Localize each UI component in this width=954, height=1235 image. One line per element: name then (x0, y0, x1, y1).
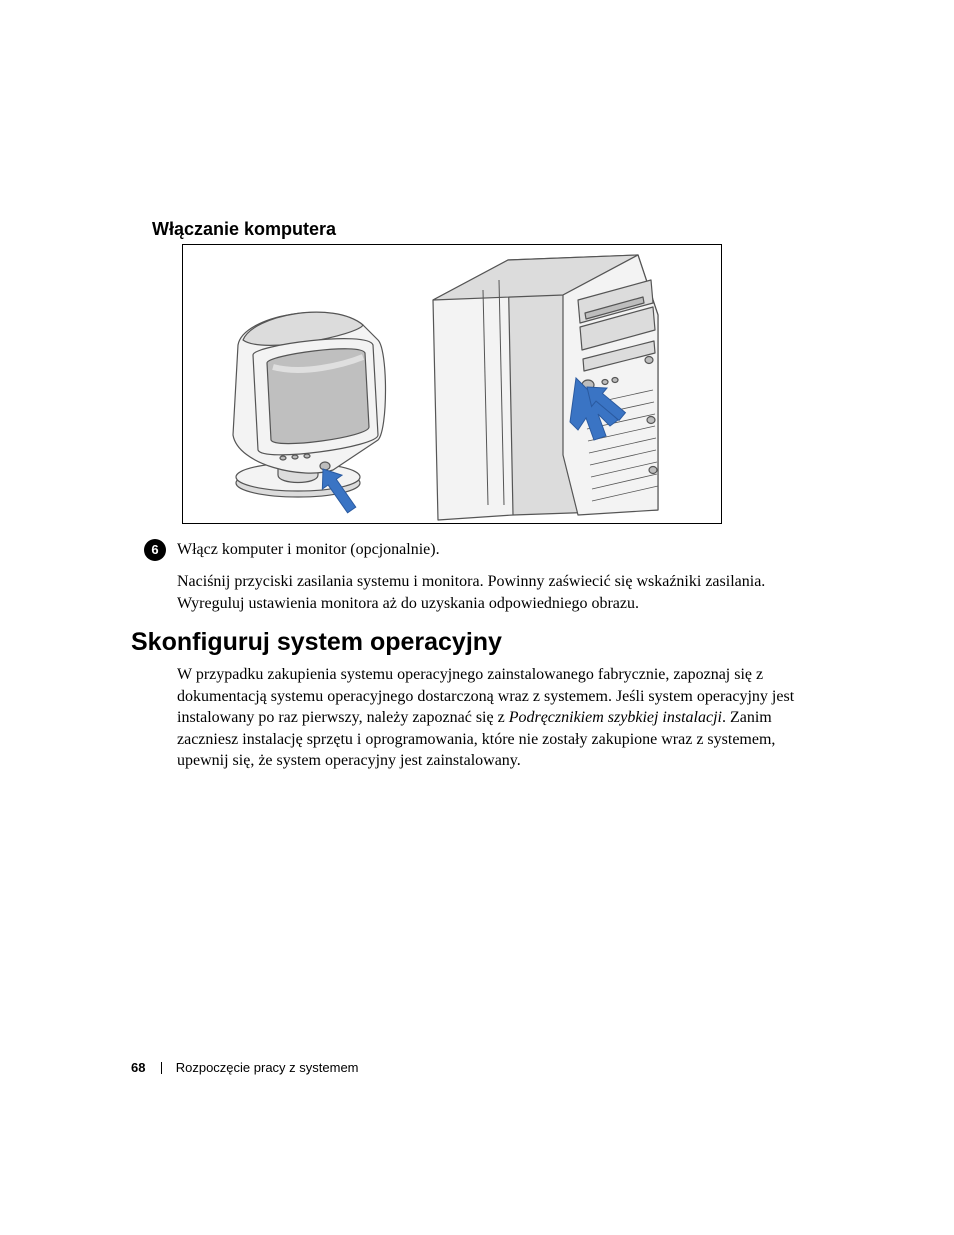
step-6-body: Naciśnij przyciski zasilania systemu i m… (177, 571, 807, 614)
page-footer: 68 Rozpoczęcie pracy z systemem (131, 1060, 359, 1075)
monitor-power-button (320, 462, 330, 470)
page-number: 68 (131, 1060, 145, 1075)
computer-tower (433, 255, 658, 520)
os-para-emphasis: Podręcznikiem szybkiej instalacji (509, 709, 722, 726)
subheading-turn-on-computer: Włączanie komputera (152, 219, 336, 240)
step-6-instruction: Włącz komputer i monitor (opcjonalnie). (177, 541, 440, 559)
figure-power-on-illustration (182, 244, 722, 524)
heading-configure-os: Skonfiguruj system operacyjny (131, 628, 502, 657)
configure-os-paragraph: W przypadku zakupienia systemu operacyjn… (177, 664, 817, 772)
step-number-bullet: 6 (144, 539, 166, 561)
footer-section-title: Rozpoczęcie pracy z systemem (176, 1060, 359, 1075)
footer-separator (161, 1062, 162, 1074)
